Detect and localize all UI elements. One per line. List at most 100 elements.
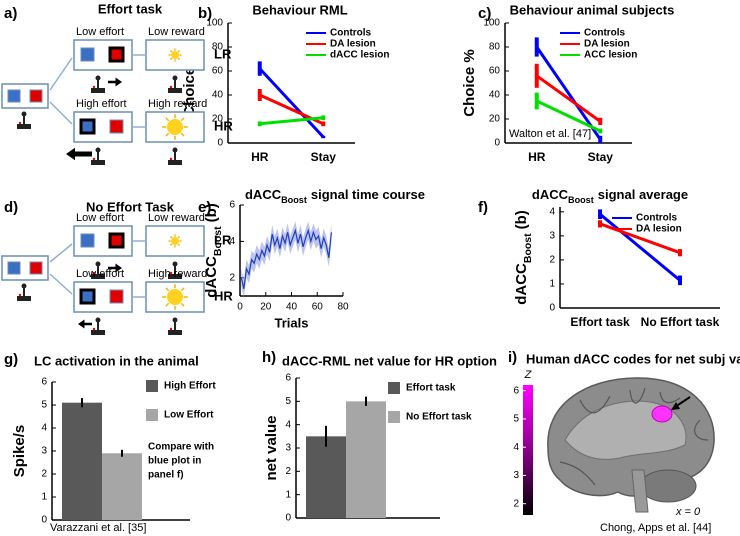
move-arrow-head: [115, 77, 122, 87]
y-tick-label: 40: [489, 90, 501, 101]
x-tick-label: 80: [337, 302, 349, 313]
colorbar-tick-label: 3: [513, 470, 519, 481]
chart-title-part: signal average: [598, 187, 688, 202]
joystick-base: [168, 274, 182, 279]
outcome-label: High reward: [148, 268, 207, 280]
legend-label: DA lesion: [636, 224, 682, 235]
joystick-base: [17, 124, 31, 129]
joystick-knob: [172, 75, 178, 81]
panel-label: b): [198, 5, 212, 22]
source-note: Walton et al. [47]: [509, 128, 591, 140]
joystick-base: [91, 274, 105, 279]
sun-ray: [180, 132, 185, 137]
sun-ray: [177, 49, 181, 53]
legend-label: ACC lesion: [584, 50, 637, 61]
red-option: [109, 289, 124, 304]
x-tick-label: 0: [237, 302, 243, 313]
sun: [167, 119, 183, 135]
outcome-label: Low reward: [148, 212, 205, 224]
chart-title: dACC-RML net value for HR option: [282, 353, 497, 368]
bar: [346, 401, 386, 518]
chart-title-part: dACC: [245, 187, 282, 202]
joystick-knob: [95, 261, 101, 267]
sun: [167, 289, 183, 305]
legend-swatch: [146, 409, 158, 421]
y-axis-label-part: dACC: [203, 256, 220, 298]
colorbar-label: Z: [524, 369, 533, 381]
sun: [171, 51, 179, 59]
red-option: [29, 89, 43, 103]
brain-image: [547, 377, 715, 513]
panel-label: f): [478, 199, 488, 216]
y-axis-label: Spike/s: [11, 425, 28, 478]
legend-label: Controls: [636, 213, 678, 224]
joystick-knob: [172, 317, 178, 323]
sun-ray: [180, 117, 185, 122]
y-tick-label: 80: [489, 42, 501, 53]
y-tick-label: 1: [285, 489, 291, 500]
chart-title-part: dACC: [532, 187, 569, 202]
red-option: [29, 261, 43, 275]
colorbar-tick-label: 6: [513, 385, 519, 396]
y-tick-label: 0: [549, 303, 555, 314]
red-option: [109, 119, 124, 134]
y-tick-label: 3: [549, 230, 555, 241]
joystick-button: [169, 327, 173, 331]
series-line: [599, 213, 681, 282]
sun-ray: [177, 57, 181, 61]
blue-option: [80, 233, 95, 248]
y-tick-label: 100: [206, 18, 223, 29]
joystick-base: [168, 160, 182, 165]
joystick-base: [91, 330, 105, 335]
y-tick-label: 60: [212, 66, 224, 77]
x-tick-label: 60: [312, 302, 324, 313]
panel-label: i): [508, 349, 517, 366]
y-tick-label: 40: [212, 90, 224, 101]
x-tick-label: HR: [251, 150, 269, 164]
blue-option: [7, 261, 21, 275]
joystick-base: [168, 88, 182, 93]
reward-code: HR: [214, 288, 233, 303]
diagram-title: No Effort Task: [86, 199, 175, 214]
series-line: [536, 99, 601, 133]
legend-label: Controls: [330, 28, 372, 39]
annotation: blue plot in: [148, 456, 201, 467]
y-axis-label-part: (b): [513, 210, 530, 229]
legend-label: Low Effort: [164, 410, 214, 421]
x-tick-label: No Effort task: [641, 315, 720, 329]
x-tick-label: 40: [286, 302, 298, 313]
y-tick-label: 0: [285, 513, 291, 524]
blue-option: [7, 89, 21, 103]
bar: [306, 436, 346, 518]
sun-ray: [169, 243, 173, 247]
panel-label: c): [478, 5, 491, 22]
y-axis-label-part: dACC: [513, 263, 530, 305]
error-band: [241, 221, 332, 298]
chart-title: dACCBoost signal time course: [245, 187, 425, 205]
x-tick-label: Stay: [311, 150, 337, 164]
joystick-button: [18, 121, 22, 125]
series-line: [240, 228, 333, 289]
sun: [171, 237, 179, 245]
y-tick-label: 20: [212, 114, 224, 125]
blue-option: [80, 47, 95, 62]
sun-ray: [180, 302, 185, 307]
annotation: panel f): [148, 470, 184, 481]
move-arrow-head: [78, 319, 85, 329]
sun-ray: [177, 235, 181, 239]
action-label: Low effort: [76, 26, 124, 38]
y-tick-label: 0: [217, 138, 223, 149]
colorbar-tick-label: 2: [513, 498, 519, 509]
sun-ray: [165, 287, 170, 292]
colorbar-tick-label: 5: [513, 414, 519, 425]
y-tick-label: 20: [489, 114, 501, 125]
diagram-title: Human dACC codes for net subj value: [526, 351, 740, 366]
y-tick-label: 1: [41, 492, 47, 503]
flow-arrow: [49, 57, 73, 91]
flow-arrow: [49, 101, 73, 125]
y-tick-label: 4: [41, 423, 47, 434]
joystick-button: [169, 157, 173, 161]
y-tick-label: 3: [285, 443, 291, 454]
